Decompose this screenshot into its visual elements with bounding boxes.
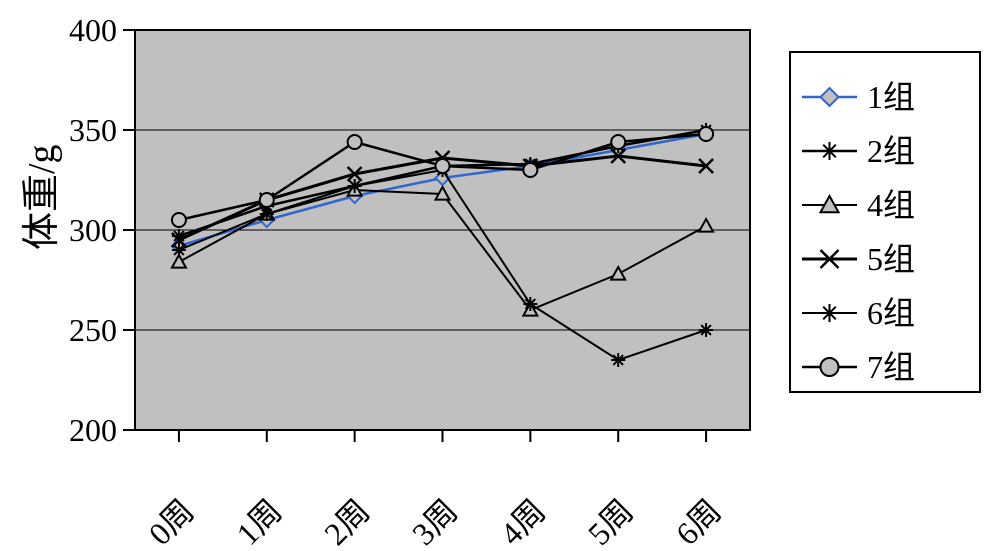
legend-label: 5组 <box>867 241 915 277</box>
y-tick-label: 350 <box>69 112 117 148</box>
y-axis-label: 体重/g <box>10 144 65 250</box>
y-tick-label: 400 <box>69 12 117 48</box>
legend-label: 2组 <box>867 133 915 169</box>
y-tick-label: 200 <box>69 412 117 448</box>
legend-label: 7组 <box>867 349 915 385</box>
x-tick-label: 1周 <box>229 493 288 551</box>
legend-label: 1组 <box>867 79 915 115</box>
x-tick-label: 5周 <box>581 493 640 551</box>
x-tick-label: 3周 <box>405 493 464 551</box>
x-tick-label: 2周 <box>317 493 376 551</box>
legend-label: 6组 <box>867 295 915 331</box>
x-tick-label: 6周 <box>669 493 728 551</box>
x-tick-label: 0周 <box>141 493 200 551</box>
y-tick-label: 250 <box>69 312 117 348</box>
legend-label: 4组 <box>867 187 915 223</box>
x-tick-label: 4周 <box>493 493 552 551</box>
y-tick-label: 300 <box>69 212 117 248</box>
weight-line-chart: 200 250 300 350 400 0周 1周 2周 3周 4周 5周 6周 1组 2组 4组 5组 6组 7… <box>0 0 1000 551</box>
